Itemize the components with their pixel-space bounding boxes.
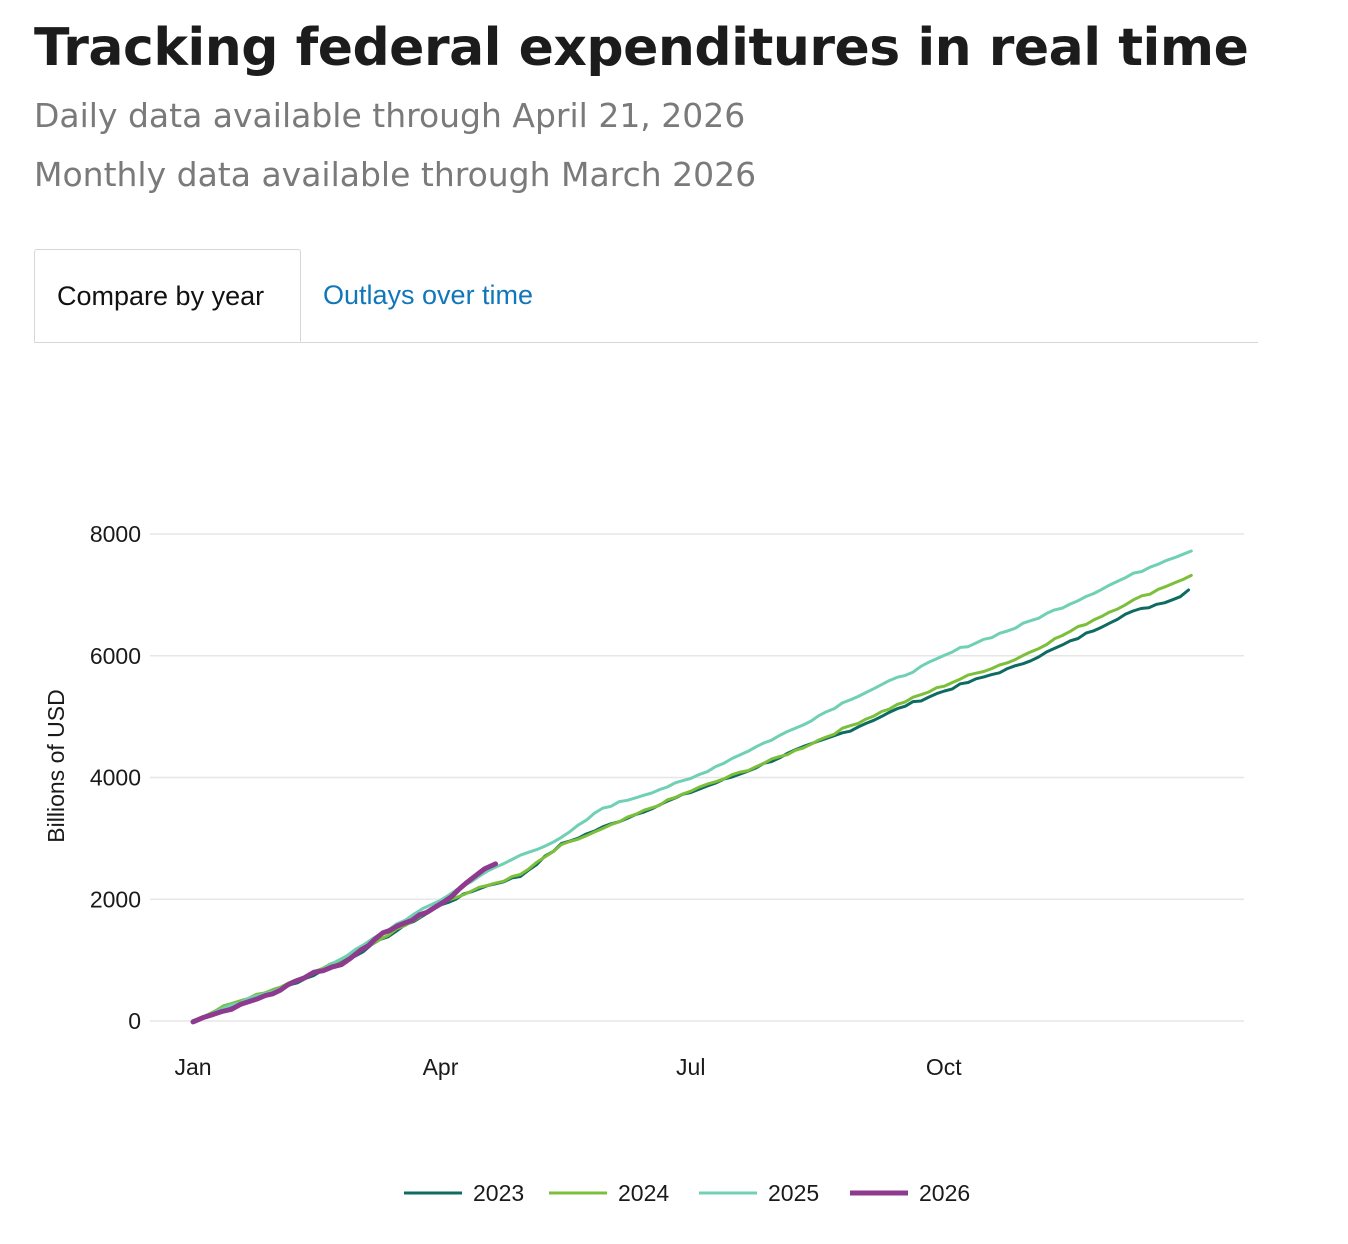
x-tick-label: Oct [926, 1054, 962, 1080]
monthly-data-note: Monthly data available through March 202… [34, 155, 757, 194]
view-tabs: Compare by year Outlays over time [34, 249, 1258, 343]
y-axis-ticks: 0 2000 4000 6000 8000 [90, 521, 141, 1034]
y-axis: Billions of USD [43, 689, 69, 842]
legend-item-2026[interactable]: 2026 [850, 1180, 970, 1206]
grid-lines [150, 533, 1244, 1022]
series-line-2024 [191, 573, 1193, 1024]
legend-label: 2023 [473, 1180, 524, 1206]
x-tick-label: Jul [676, 1054, 705, 1080]
y-tick-label: 2000 [90, 886, 141, 912]
legend-item-2024[interactable]: 2024 [549, 1180, 669, 1206]
series-line-2023 [191, 588, 1190, 1023]
daily-data-note: Daily data available through April 21, 2… [34, 96, 746, 135]
legend-item-2025[interactable]: 2025 [699, 1180, 819, 1206]
x-tick-label: Apr [423, 1054, 459, 1080]
x-axis-ticks: Jan Apr Jul Oct [174, 1054, 962, 1080]
y-tick-label: 4000 [90, 765, 141, 791]
legend-label: 2026 [919, 1180, 970, 1206]
y-axis-title: Billions of USD [43, 689, 69, 842]
tab-outlays-over-time[interactable]: Outlays over time [323, 280, 534, 310]
page-title: Tracking federal expenditures in real ti… [34, 18, 1249, 78]
legend-label: 2024 [618, 1180, 669, 1206]
y-tick-label: 8000 [90, 521, 141, 547]
series-line-2025 [191, 549, 1193, 1022]
y-tick-label: 0 [128, 1008, 141, 1034]
x-tick-label: Jan [174, 1054, 211, 1080]
series-line-2026 [190, 861, 498, 1025]
legend: 2023 2024 2025 2026 [404, 1180, 970, 1206]
legend-item-2023[interactable]: 2023 [404, 1180, 524, 1206]
y-tick-label: 6000 [90, 643, 141, 669]
legend-label: 2025 [768, 1180, 819, 1206]
series-lines [190, 549, 1193, 1025]
tab-compare-by-year[interactable]: Compare by year [34, 249, 301, 342]
